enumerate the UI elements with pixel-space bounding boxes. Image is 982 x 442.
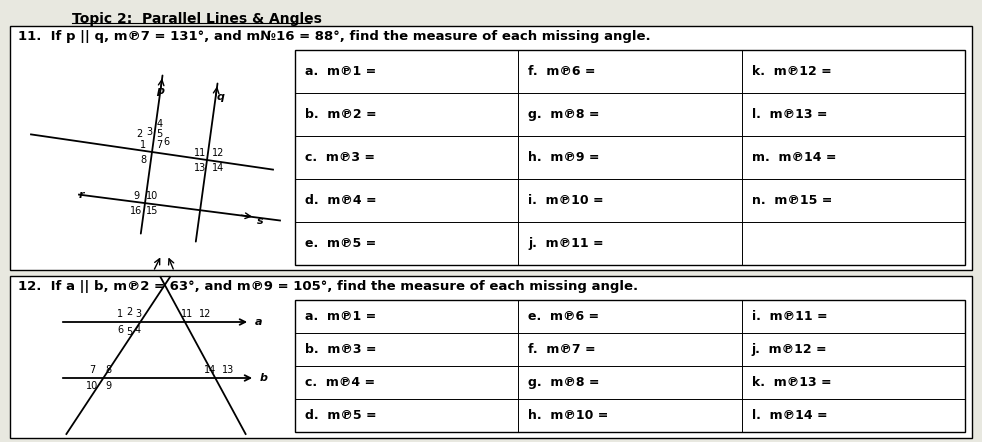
- Text: f.  m℗6 =: f. m℗6 =: [528, 65, 596, 78]
- Text: h.  m℗9 =: h. m℗9 =: [528, 151, 600, 164]
- Text: 14: 14: [204, 365, 216, 375]
- Bar: [295, 50, 965, 265]
- Text: g.  m℗8 =: g. m℗8 =: [528, 376, 600, 389]
- Text: 2: 2: [126, 307, 133, 317]
- Text: 6: 6: [117, 325, 123, 335]
- Text: 4: 4: [135, 325, 141, 335]
- Text: i.  m℗10 =: i. m℗10 =: [528, 194, 604, 207]
- Text: 7: 7: [89, 365, 95, 375]
- Text: 12: 12: [212, 148, 224, 158]
- Text: d.  m℗4 =: d. m℗4 =: [305, 194, 377, 207]
- Text: j.  m℗12 =: j. m℗12 =: [751, 343, 827, 356]
- Text: l.  m℗14 =: l. m℗14 =: [751, 409, 827, 422]
- Text: 11.  If p || q, m℗7 = 131°, and m№16 = 88°, find the measure of each missing ang: 11. If p || q, m℗7 = 131°, and m№16 = 88…: [18, 30, 651, 43]
- Text: 15: 15: [145, 206, 158, 216]
- Text: g.  m℗8 =: g. m℗8 =: [528, 108, 600, 121]
- Text: p: p: [156, 85, 165, 95]
- Text: 4: 4: [157, 119, 163, 129]
- Text: 14: 14: [212, 163, 224, 173]
- Text: 3: 3: [135, 309, 141, 319]
- Text: j.  m℗11 =: j. m℗11 =: [528, 237, 604, 250]
- Text: 9: 9: [133, 191, 139, 201]
- Text: 12: 12: [198, 309, 211, 319]
- Text: a.  m℗1 =: a. m℗1 =: [305, 65, 376, 78]
- Text: f.  m℗7 =: f. m℗7 =: [528, 343, 596, 356]
- Text: c.  m℗3 =: c. m℗3 =: [305, 151, 375, 164]
- Text: b.  m℗2 =: b. m℗2 =: [305, 108, 377, 121]
- Text: 8: 8: [140, 155, 146, 165]
- Text: 7: 7: [156, 140, 162, 150]
- Text: 16: 16: [130, 206, 142, 216]
- Text: 10: 10: [146, 191, 158, 201]
- Text: m.  m℗14 =: m. m℗14 =: [751, 151, 836, 164]
- Text: i.  m℗11 =: i. m℗11 =: [751, 310, 827, 323]
- Bar: [10, 26, 972, 270]
- Text: c.  m℗4 =: c. m℗4 =: [305, 376, 375, 389]
- Text: n.  m℗15 =: n. m℗15 =: [751, 194, 832, 207]
- Text: s: s: [257, 216, 264, 226]
- Text: k.  m℗13 =: k. m℗13 =: [751, 376, 832, 389]
- Text: a: a: [255, 317, 262, 327]
- Text: 13: 13: [222, 365, 234, 375]
- Text: 1: 1: [117, 309, 123, 319]
- Text: b: b: [260, 373, 268, 383]
- Text: b.  m℗3 =: b. m℗3 =: [305, 343, 376, 356]
- Text: 10: 10: [85, 381, 98, 391]
- Text: 11: 11: [193, 148, 206, 158]
- Text: e.  m℗6 =: e. m℗6 =: [528, 310, 599, 323]
- Text: 11: 11: [181, 309, 193, 319]
- Text: Topic 2:  Parallel Lines & Angles: Topic 2: Parallel Lines & Angles: [72, 12, 322, 26]
- Text: 5: 5: [126, 327, 133, 337]
- Text: 2: 2: [136, 129, 142, 139]
- Text: l.  m℗13 =: l. m℗13 =: [751, 108, 827, 121]
- Text: 12.  If a || b, m℗2 = 63°, and m℗9 = 105°, find the measure of each missing angl: 12. If a || b, m℗2 = 63°, and m℗9 = 105°…: [18, 280, 638, 293]
- Text: 3: 3: [146, 127, 152, 137]
- Text: r: r: [79, 190, 84, 200]
- Bar: [10, 276, 972, 438]
- Text: 13: 13: [193, 163, 206, 173]
- Text: 9: 9: [105, 381, 111, 391]
- Text: d.  m℗5 =: d. m℗5 =: [305, 409, 377, 422]
- Bar: [295, 300, 965, 432]
- Text: 1: 1: [140, 140, 146, 150]
- Text: 5: 5: [156, 129, 162, 139]
- Text: a.  m℗1 =: a. m℗1 =: [305, 310, 376, 323]
- Text: 8: 8: [105, 365, 111, 375]
- Text: h.  m℗10 =: h. m℗10 =: [528, 409, 609, 422]
- Text: k.  m℗12 =: k. m℗12 =: [751, 65, 832, 78]
- Text: q: q: [216, 91, 225, 102]
- Text: 6: 6: [163, 137, 169, 147]
- Text: e.  m℗5 =: e. m℗5 =: [305, 237, 376, 250]
